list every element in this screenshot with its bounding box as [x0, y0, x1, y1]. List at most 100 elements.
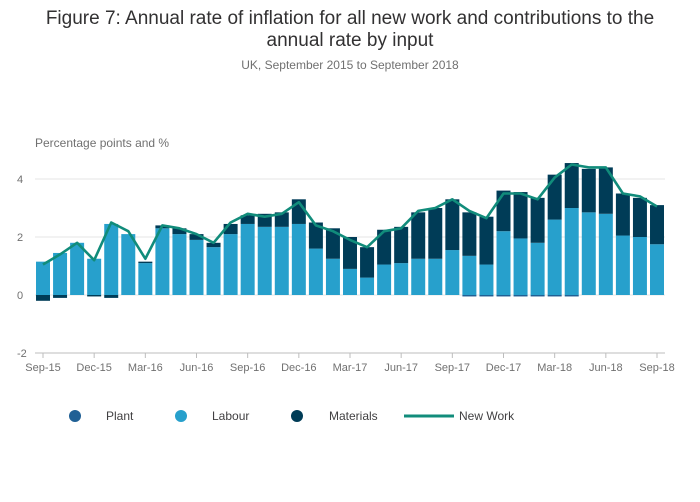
- bar-labour: [581, 212, 596, 295]
- legend-label-new-work: New Work: [459, 409, 515, 423]
- axes-layer: -2 0 2 4 Sep-15 Dec-15 Mar-16 Jun-16 Sep-16 Dec-1…: [17, 174, 675, 374]
- x-tick-label: Sep-15: [25, 362, 60, 374]
- bar-labour: [445, 250, 460, 295]
- bar-materials: [343, 237, 357, 269]
- bar-plant: [530, 295, 545, 297]
- bar-labour: [650, 244, 664, 295]
- bar-materials: [598, 167, 613, 214]
- x-tick-label: Sep-18: [639, 362, 674, 374]
- legend-swatch-plant: [69, 410, 81, 422]
- y-tick-label: 2: [17, 232, 23, 244]
- x-tick-label: Dec-15: [76, 362, 111, 374]
- bar-materials: [308, 222, 323, 249]
- bar-plant: [547, 295, 562, 297]
- bar-labour: [172, 234, 187, 295]
- bar-labour: [411, 258, 426, 295]
- legend-label-materials: Materials: [329, 409, 378, 423]
- chart-title-line-2: annual rate by input: [267, 30, 435, 51]
- bar-plant: [462, 295, 477, 297]
- bar-materials: [462, 212, 477, 256]
- bar-materials: [377, 229, 392, 265]
- bar-labour: [325, 258, 340, 295]
- bar-labour: [121, 234, 136, 295]
- bar-materials: [206, 242, 221, 248]
- bar-labour: [343, 268, 357, 295]
- bar-labour: [615, 235, 630, 295]
- bar-labour: [274, 226, 289, 295]
- bar-labour: [598, 213, 613, 295]
- bar-materials: [547, 174, 562, 220]
- bar-materials: [172, 228, 187, 235]
- x-tick-label: Mar-17: [333, 362, 368, 374]
- bar-materials: [530, 197, 545, 243]
- line-new-work: [42, 163, 658, 266]
- bar-materials: [564, 163, 579, 208]
- bar-labour: [155, 228, 170, 295]
- bar-labour: [308, 248, 323, 295]
- bar-materials: [87, 295, 102, 297]
- y-tick-label: 0: [17, 290, 23, 302]
- bar-materials: [223, 223, 238, 235]
- bar-materials: [650, 205, 664, 245]
- line-layer: [42, 163, 658, 266]
- bar-plant: [479, 295, 494, 297]
- x-tick-label: Jun-17: [384, 362, 418, 374]
- chart-subtitle: UK, September 2015 to September 2018: [241, 58, 459, 72]
- legend-swatch-materials: [291, 410, 303, 422]
- bar-materials: [189, 234, 204, 240]
- x-tick-label: Mar-16: [128, 362, 163, 374]
- bar-materials: [104, 295, 119, 298]
- bar-materials: [53, 295, 68, 298]
- bar-labour: [104, 223, 119, 295]
- bar-labour: [206, 247, 221, 295]
- y-tick-label: 4: [17, 174, 23, 186]
- bar-materials: [496, 190, 511, 232]
- bar-labour: [87, 258, 102, 295]
- bar-materials: [138, 261, 153, 264]
- bar-plant: [496, 295, 511, 297]
- bar-labour: [291, 223, 306, 295]
- bar-plant: [513, 295, 528, 297]
- bar-materials: [479, 216, 494, 265]
- bars-layer: [36, 163, 664, 301]
- x-tick-label: Dec-17: [486, 362, 521, 374]
- bar-labour: [223, 234, 238, 295]
- bar-labour: [70, 242, 85, 295]
- bar-materials: [581, 168, 596, 213]
- bar-materials: [615, 193, 630, 236]
- bar-labour: [377, 264, 392, 295]
- x-tick-label: Sep-16: [230, 362, 265, 374]
- bar-plant: [564, 295, 579, 297]
- bar-labour: [53, 252, 68, 295]
- bar-materials: [394, 226, 409, 264]
- bar-labour: [462, 255, 477, 295]
- bar-labour: [496, 231, 511, 295]
- legend-label-plant: Plant: [106, 409, 134, 423]
- bar-labour: [138, 263, 153, 295]
- legend: Plant Labour Materials New Work: [69, 409, 515, 423]
- y-axis-label: Percentage points and %: [35, 136, 169, 150]
- bar-materials: [36, 295, 50, 301]
- bar-labour: [547, 219, 562, 295]
- x-tick-label: Sep-17: [435, 362, 470, 374]
- bar-labour: [530, 242, 545, 295]
- x-tick-label: Mar-18: [537, 362, 572, 374]
- bar-labour: [513, 238, 528, 295]
- bar-materials: [513, 192, 528, 239]
- bar-labour: [564, 208, 579, 295]
- bar-labour: [360, 277, 375, 295]
- bar-labour: [240, 223, 255, 295]
- chart-title-line-1: Figure 7: Annual rate of inflation for a…: [46, 8, 654, 29]
- y-tick-label: -2: [17, 348, 27, 360]
- bar-materials: [240, 215, 255, 224]
- bar-materials: [445, 199, 460, 251]
- bar-materials: [360, 247, 375, 278]
- legend-label-labour: Labour: [212, 409, 249, 423]
- bar-labour: [257, 226, 272, 295]
- x-tick-label: Jun-18: [589, 362, 623, 374]
- bar-labour: [479, 264, 494, 295]
- bar-labour: [189, 239, 204, 295]
- bar-labour: [428, 258, 443, 295]
- bar-labour: [632, 237, 647, 295]
